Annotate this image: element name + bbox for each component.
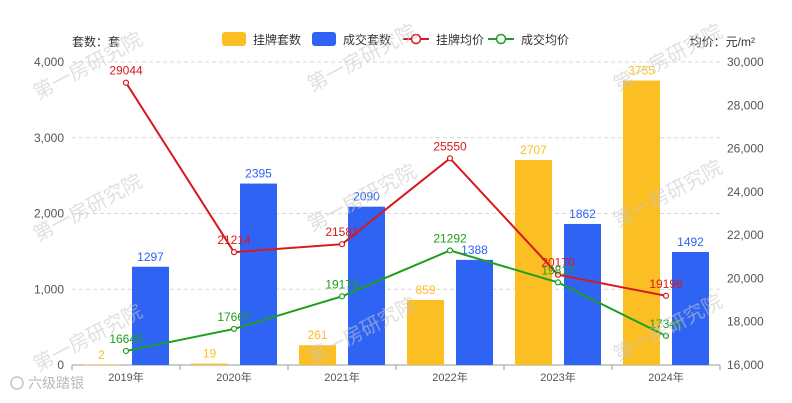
bar-data-label: 2707 xyxy=(520,143,547,157)
y-right-axis-label: 均价：元/m² xyxy=(690,35,755,49)
legend-swatch xyxy=(222,32,246,46)
line-data-label: 20170 xyxy=(541,256,575,270)
line-data-label: 21214 xyxy=(217,233,251,247)
x-tick-label: 2021年 xyxy=(324,370,359,384)
line-point xyxy=(230,325,238,333)
legend-label: 挂牌套数 xyxy=(253,32,301,47)
line-point xyxy=(554,271,562,278)
line-data-label: 17342 xyxy=(649,317,683,331)
bar xyxy=(407,299,444,365)
bar-data-label: 261 xyxy=(307,328,327,342)
bar-data-label: 1862 xyxy=(569,207,596,221)
y-right-tick-label: 16,000 xyxy=(727,358,764,372)
legend-label: 成交套数 xyxy=(343,32,391,47)
y-left-tick-label: 0 xyxy=(57,358,64,372)
y-left-tick-label: 3,000 xyxy=(34,131,64,145)
data-labels: 2 19 261 859 2707 3755 1297 2395 2090 1388 1862 149… xyxy=(98,64,704,362)
series-line xyxy=(125,249,667,352)
bar xyxy=(672,251,709,365)
logo-text: 六级踏银 xyxy=(28,376,84,392)
bar-data-label: 2 xyxy=(98,348,105,362)
bar xyxy=(456,259,493,365)
watermark-text: 第一房研究院 xyxy=(303,19,420,97)
watermark-text: 第一房研究院 xyxy=(609,19,726,97)
line-point xyxy=(122,79,130,86)
legend-marker xyxy=(410,33,422,45)
logo-icon xyxy=(10,376,24,390)
line-point xyxy=(338,241,346,248)
legend-label: 挂牌均价 xyxy=(436,33,484,47)
line-data-label: 19196 xyxy=(649,277,683,291)
line-data-label: 21581 xyxy=(325,225,359,239)
y-left-tick-label: 1,000 xyxy=(34,282,64,296)
bar-data-label: 1297 xyxy=(137,250,164,264)
y-left-tick-label: 2,000 xyxy=(34,207,64,221)
bar-data-label: 3755 xyxy=(628,64,655,78)
legend-label: 成交均价 xyxy=(521,32,569,47)
bar xyxy=(299,345,336,365)
line-point xyxy=(662,292,670,299)
y-left-axis-label: 套数：套 xyxy=(72,34,120,49)
bar-data-label: 1492 xyxy=(677,235,704,249)
x-tick-label: 2019年 xyxy=(108,370,143,384)
line-point xyxy=(230,249,238,256)
y-right-tick-label: 28,000 xyxy=(727,98,764,112)
x-tick-label: 2020年 xyxy=(216,370,251,384)
legend-swatch xyxy=(312,32,336,46)
bar-data-label: 859 xyxy=(415,283,435,297)
bar-data-label: 2090 xyxy=(353,190,380,204)
x-tick-label: 2023年 xyxy=(540,370,575,384)
legend: 挂牌套数 成交套数 挂牌均价 成交均价 xyxy=(222,32,569,47)
x-tick-label: 2022年 xyxy=(432,370,467,384)
line-data-label: 17667 xyxy=(217,310,251,324)
legend-marker xyxy=(495,33,507,45)
line-data-label: 19173 xyxy=(325,277,359,291)
line-point xyxy=(122,347,130,355)
line-data-label: 19817 xyxy=(541,263,575,277)
bar-data-label: 1388 xyxy=(461,243,488,257)
line-data-label: 25550 xyxy=(433,139,467,153)
logo: 六级踏银 xyxy=(10,376,84,392)
line-point xyxy=(446,155,454,162)
lines xyxy=(122,79,670,355)
bar xyxy=(240,183,277,365)
series-line xyxy=(125,82,667,297)
y-right-tick-label: 22,000 xyxy=(727,228,764,242)
y-right-tick-label: 26,000 xyxy=(727,142,764,156)
line-point xyxy=(446,247,454,254)
x-axis: 2019年 2020年 2021年 2022年 2023年 2024年 xyxy=(71,364,721,384)
line-point xyxy=(338,293,346,300)
line-point xyxy=(662,332,670,340)
grid-lines xyxy=(72,61,720,290)
bar-data-label: 2395 xyxy=(245,167,272,181)
y-right-tick-label: 24,000 xyxy=(727,185,764,199)
bar-data-label: 19 xyxy=(203,347,217,361)
bar xyxy=(191,363,228,365)
left-axis: 0 1,000 2,000 3,000 4,000 xyxy=(34,55,64,372)
bar xyxy=(83,364,120,366)
y-right-tick-label: 18,000 xyxy=(727,315,764,329)
x-tick-label: 2024年 xyxy=(648,370,683,384)
y-right-tick-label: 20,000 xyxy=(727,271,764,285)
right-axis: 16,000 18,000 20,000 22,000 24,000 26,000 28,0… xyxy=(727,55,764,372)
line-point xyxy=(554,279,562,286)
line-data-label: 21292 xyxy=(433,231,467,245)
line-data-label: 29044 xyxy=(109,64,143,78)
y-left-tick-label: 4,000 xyxy=(34,55,64,69)
y-right-tick-label: 30,000 xyxy=(727,55,764,69)
line-data-label: 16649 xyxy=(109,332,143,346)
